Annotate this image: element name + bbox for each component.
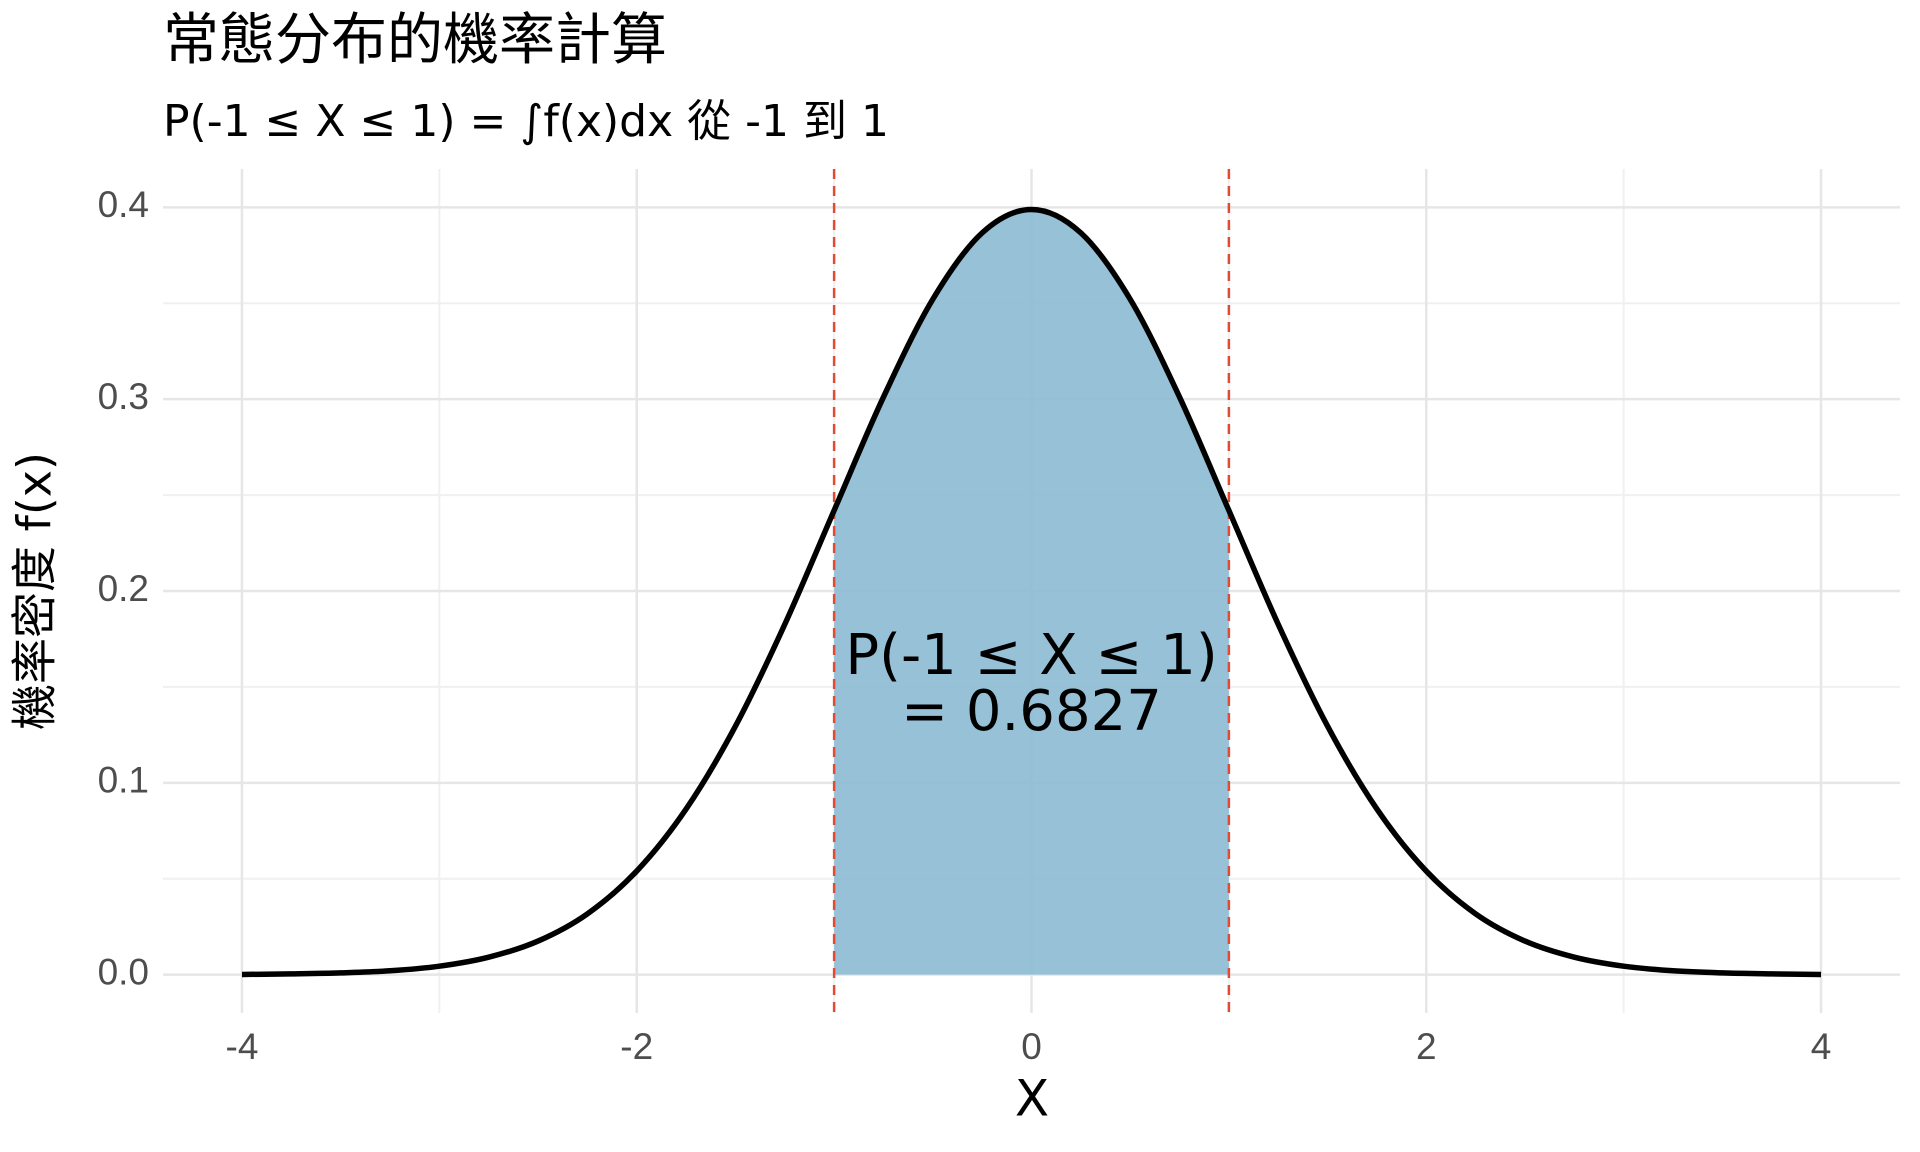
y-tick-label: 0.1 [98,760,149,801]
chart-subtitle: P(-1 ≤ X ≤ 1) = ∫f(x)dx 從 -1 到 1 [163,96,889,147]
chart-title: 常態分布的機率計算 [163,8,667,73]
y-tick-label: 0.4 [98,184,149,225]
x-tick-label: -2 [620,1026,653,1067]
shaded-area [834,209,1229,975]
x-axis-label: X [1015,1070,1049,1128]
y-tick-label: 0.2 [98,568,149,609]
annotation: P(-1 ≤ X ≤ 1) [845,623,1217,688]
y-tick-label: 0.3 [98,376,149,417]
annotation: = 0.6827 [901,679,1162,744]
x-tick-label: 4 [1811,1026,1832,1067]
x-tick-label: 2 [1416,1026,1437,1067]
y-tick-label: 0.0 [98,951,149,992]
y-axis-label: 機率密度 f(x) [8,452,62,730]
x-tick-label: -4 [226,1026,259,1067]
density-line [241,206,1822,978]
x-tick-label: 0 [1021,1026,1042,1067]
